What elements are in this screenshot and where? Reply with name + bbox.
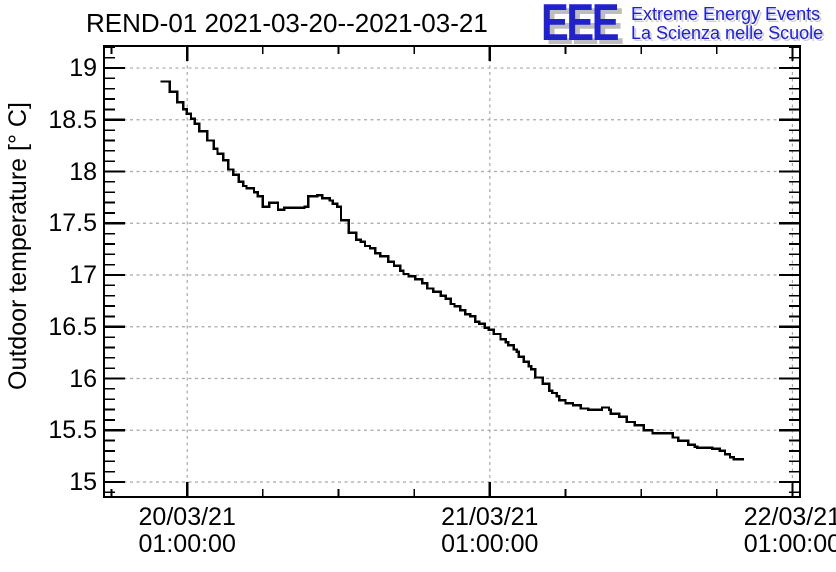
x-tick-time: 01:00:00 [138,530,236,558]
x-tick-label: 20/03/21 01:00:00 [107,504,267,558]
y-tick-label: 17.5 [48,209,97,238]
y-tick-label: 15 [69,467,97,496]
y-tick-label: 15.5 [48,416,97,445]
y-tick-label: 19 [69,54,97,83]
x-tick-label: 22/03/21 01:00:00 [712,504,836,558]
y-tick-label: 16 [69,364,97,393]
y-tick-label: 17 [69,261,97,290]
x-tick-time: 01:00:00 [743,530,836,558]
eee-logo-acronym: EEE [541,0,619,52]
eee-logo-line1: Extreme Energy Events [631,4,821,24]
x-tick-date: 20/03/21 [138,503,236,531]
x-tick-time: 01:00:00 [441,530,539,558]
x-tick-date: 21/03/21 [441,503,539,531]
eee-logo-line2: La Scienza nelle Scuole [631,23,824,43]
page-title: REND-01 2021-03-20--2021-03-21 [86,8,488,38]
y-tick-label: 18.5 [48,105,97,134]
temperature-step-line [160,80,744,461]
x-tick-label: 21/03/21 01:00:00 [410,504,570,558]
y-tick-label: 16.5 [48,312,97,341]
x-tick-date: 22/03/21 [743,503,836,531]
eee-logo-text: Extreme Energy Events La Scienza nelle S… [631,5,823,43]
y-tick-label: 18 [69,157,97,186]
